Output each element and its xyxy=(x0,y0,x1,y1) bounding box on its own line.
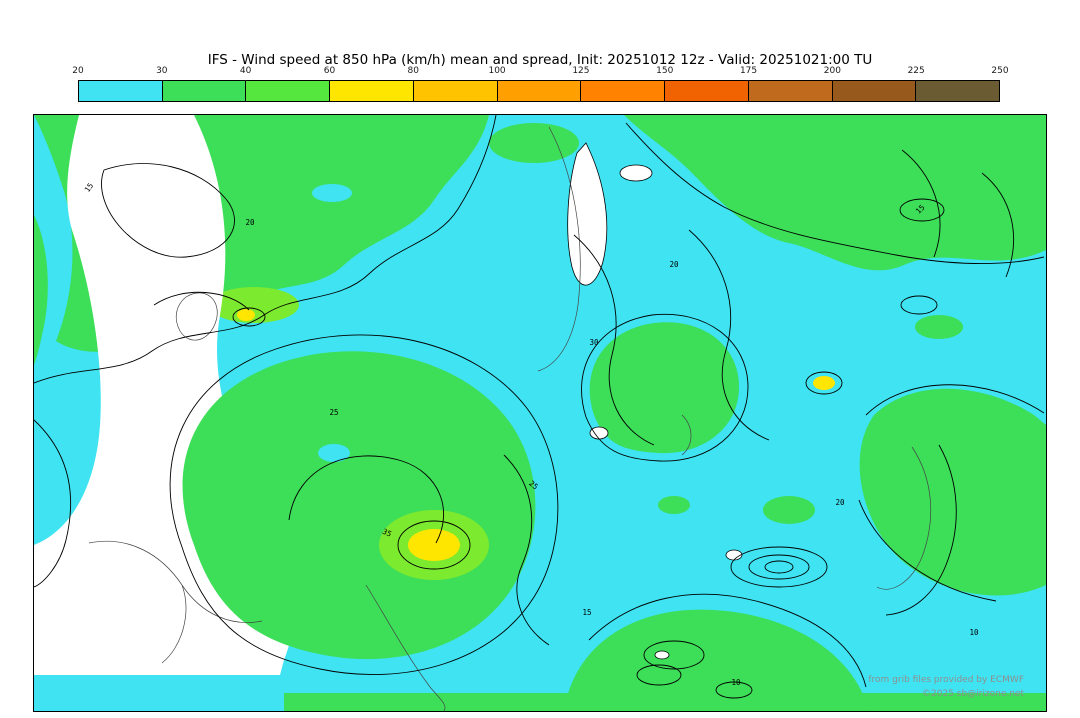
colorbar-segment xyxy=(245,81,330,101)
colorbar-segment xyxy=(329,81,413,101)
colorbar-tick-label: 150 xyxy=(656,66,674,76)
colorbar-tick-label: 225 xyxy=(907,66,925,76)
colorbar-segment xyxy=(664,81,748,101)
colorbar: 20 30 40 60 80 100 125 150 175 200 225 250 xyxy=(72,66,1009,102)
colorbar-segment xyxy=(580,81,665,101)
white-regions xyxy=(567,142,743,660)
colorbar-segment xyxy=(496,81,581,101)
attribution-copyright: ©2025 sb@irizone.net xyxy=(922,689,1024,699)
contour-label: 25 xyxy=(329,408,338,417)
colorbar-tick-label: 20 xyxy=(72,66,84,76)
colorbar-ticks: 20 30 40 60 80 100 125 150 175 200 225 250 xyxy=(72,66,1008,80)
coastlines xyxy=(88,126,932,711)
filled-regions xyxy=(34,115,1046,711)
contour-label: 30 xyxy=(589,338,599,347)
contour-lines xyxy=(34,115,1045,699)
colorbar-tick-label: 30 xyxy=(156,66,168,76)
colorbar-tick-label: 60 xyxy=(323,66,336,76)
chart-title: IFS - Wind speed at 850 hPa (km/h) mean … xyxy=(207,52,873,68)
colorbar-segment xyxy=(79,81,162,101)
colorbar-tick-label: 100 xyxy=(488,66,506,76)
contour-label: 15 xyxy=(582,608,591,617)
attribution-source: from grib files provided by ECMWF xyxy=(868,675,1024,685)
colorbar-segment xyxy=(161,81,246,101)
colorbar-tick-label: 250 xyxy=(991,66,1009,76)
contour-label: 20 xyxy=(835,498,845,507)
contour-label: 10 xyxy=(969,628,979,637)
colorbar-segment xyxy=(412,81,497,101)
colorbar-tick-label: 200 xyxy=(823,66,841,76)
contour-label: 10 xyxy=(731,678,741,687)
colorbar-segment xyxy=(915,81,1000,101)
contour-label: 15 xyxy=(83,181,96,194)
colorbar-tick-label: 40 xyxy=(239,66,252,76)
contour-label: 35 xyxy=(381,527,393,539)
map-area: 15 20 30 25 20 15 35 10 15 20 10 25 from grib files… xyxy=(33,114,1047,712)
colorbar-tick-label: 175 xyxy=(739,66,758,76)
contour-label: 25 xyxy=(527,479,540,492)
colorbar-segment xyxy=(747,81,832,101)
contour-label: 20 xyxy=(245,218,255,227)
colorbar-tick-label: 80 xyxy=(407,66,419,76)
colorbar-segment xyxy=(831,81,916,101)
colorbar-bar xyxy=(78,80,1000,102)
contour-label: 20 xyxy=(669,260,679,269)
colorbar-tick-label: 125 xyxy=(572,66,590,76)
